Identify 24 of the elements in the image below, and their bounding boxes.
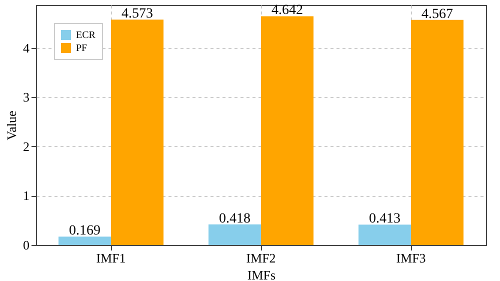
y-tick-label: 3 — [23, 90, 30, 105]
data-label: 0.413 — [369, 212, 400, 227]
bar — [358, 224, 411, 245]
bar — [261, 16, 314, 245]
x-tick-label: IMF2 — [246, 250, 276, 266]
bar — [411, 20, 464, 245]
y-tick-label: 4 — [23, 40, 30, 56]
y-tick-label: 1 — [23, 188, 30, 204]
data-label: 4.642 — [272, 3, 303, 18]
data-label: 0.418 — [219, 211, 250, 226]
bar — [111, 20, 164, 245]
x-tick-label: IMF1 — [96, 250, 126, 266]
legend-label: PF — [76, 43, 88, 54]
bar — [208, 224, 261, 245]
y-axis-title: Value — [4, 110, 19, 140]
data-label: 4.567 — [422, 6, 453, 22]
y-tick-label: 2 — [23, 138, 30, 154]
bar — [58, 236, 111, 245]
data-label: 0.169 — [69, 224, 100, 239]
data-label: 4.573 — [122, 6, 153, 22]
x-tick-label: IMF3 — [396, 250, 426, 266]
y-tick-label: 0 — [23, 238, 30, 252]
x-axis-title: IMFs — [247, 268, 276, 281]
legend-label: ECR — [76, 30, 96, 41]
